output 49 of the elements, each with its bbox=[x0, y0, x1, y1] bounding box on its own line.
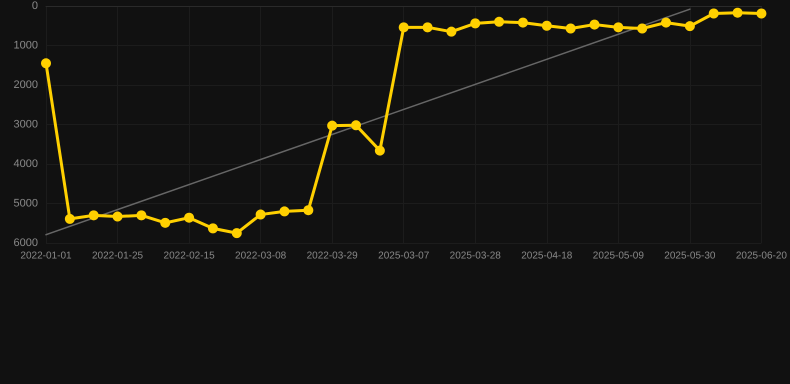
y-tick-label: 2000 bbox=[14, 79, 38, 91]
point bbox=[398, 22, 409, 32]
point bbox=[470, 18, 480, 28]
point bbox=[708, 8, 719, 18]
point bbox=[590, 20, 600, 30]
x-tick-label: 2022-01-25 bbox=[92, 250, 144, 262]
x-tick-label: 2025-06-20 bbox=[736, 250, 788, 262]
point bbox=[351, 120, 362, 130]
x-tick-label: 2022-01-01 bbox=[20, 250, 72, 262]
point bbox=[446, 26, 456, 37]
point bbox=[279, 206, 290, 216]
y-tick-label: 6000 bbox=[14, 237, 38, 249]
point bbox=[661, 18, 672, 28]
x-tick-label: 2025-04-18 bbox=[521, 250, 573, 262]
y-tick-label: 1000 bbox=[14, 40, 38, 52]
y-tick-label: 0 bbox=[32, 0, 38, 12]
point bbox=[374, 146, 385, 156]
point bbox=[327, 120, 338, 131]
y-tick-label: 4000 bbox=[14, 158, 38, 170]
point bbox=[542, 20, 552, 31]
point bbox=[756, 8, 766, 18]
x-tick-label: 2025-05-09 bbox=[592, 250, 644, 262]
x-tick-label: 2022-03-29 bbox=[306, 250, 358, 262]
point bbox=[303, 205, 314, 216]
x-tick-label: 2025-05-30 bbox=[664, 250, 716, 262]
point bbox=[494, 16, 504, 27]
point bbox=[422, 22, 433, 32]
point bbox=[208, 223, 218, 234]
point bbox=[160, 218, 170, 228]
point bbox=[88, 210, 99, 220]
point bbox=[732, 8, 743, 18]
x-tick-label: 2022-02-15 bbox=[164, 250, 216, 262]
x-tick-label: 2025-03-07 bbox=[378, 250, 430, 262]
point bbox=[64, 214, 75, 224]
y-tick-label: 5000 bbox=[14, 198, 38, 210]
y-tick-label: 3000 bbox=[14, 118, 38, 130]
point bbox=[232, 228, 242, 238]
point bbox=[684, 21, 695, 32]
point bbox=[41, 58, 51, 68]
point bbox=[112, 212, 123, 222]
point bbox=[637, 24, 648, 34]
x-tick-label: 2022-03-08 bbox=[235, 250, 287, 262]
point bbox=[136, 210, 146, 220]
x-tick-label: 2025-03-28 bbox=[450, 250, 502, 262]
point bbox=[256, 210, 266, 220]
point bbox=[184, 212, 194, 223]
point bbox=[613, 22, 624, 32]
point bbox=[566, 24, 576, 34]
point bbox=[518, 18, 528, 28]
